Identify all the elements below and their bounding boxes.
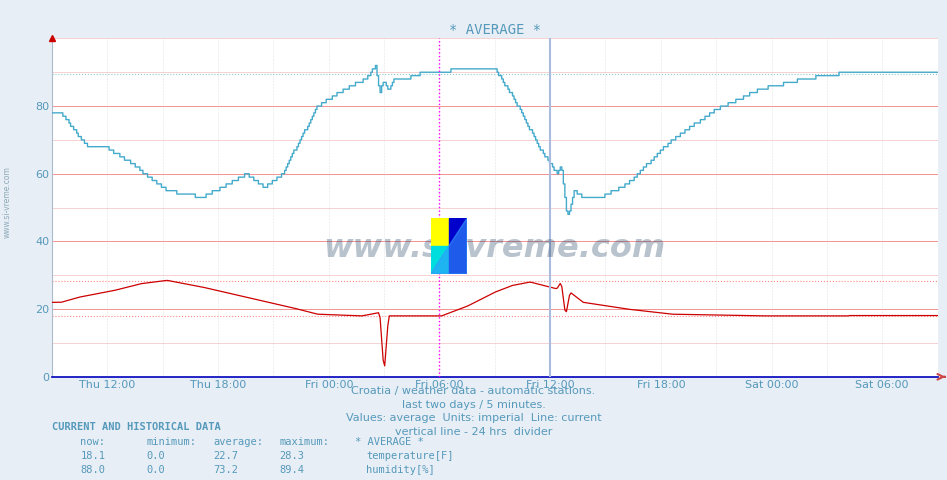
Text: 22.7: 22.7 <box>213 451 238 461</box>
Text: Values: average  Units: imperial  Line: current: Values: average Units: imperial Line: cu… <box>346 413 601 423</box>
Text: 28.3: 28.3 <box>279 451 304 461</box>
Text: now:: now: <box>80 437 105 447</box>
Text: 89.4: 89.4 <box>279 465 304 475</box>
Text: www.si-vreme.com: www.si-vreme.com <box>324 233 666 264</box>
Text: 88.0: 88.0 <box>80 465 105 475</box>
Text: last two days / 5 minutes.: last two days / 5 minutes. <box>402 400 545 410</box>
Text: humidity[%]: humidity[%] <box>366 465 436 475</box>
Text: average:: average: <box>213 437 263 447</box>
Text: temperature[F]: temperature[F] <box>366 451 454 461</box>
Text: Croatia / weather data - automatic stations.: Croatia / weather data - automatic stati… <box>351 386 596 396</box>
Polygon shape <box>431 218 467 274</box>
Text: CURRENT AND HISTORICAL DATA: CURRENT AND HISTORICAL DATA <box>52 421 221 432</box>
Text: minimum:: minimum: <box>147 437 197 447</box>
Text: 18.1: 18.1 <box>80 451 105 461</box>
Text: 73.2: 73.2 <box>213 465 238 475</box>
Polygon shape <box>449 218 467 274</box>
Text: vertical line - 24 hrs  divider: vertical line - 24 hrs divider <box>395 427 552 437</box>
Text: 0.0: 0.0 <box>147 465 166 475</box>
Title: * AVERAGE *: * AVERAGE * <box>449 23 541 37</box>
Bar <box>431 246 449 274</box>
Bar <box>431 218 449 246</box>
Text: maximum:: maximum: <box>279 437 330 447</box>
Text: * AVERAGE *: * AVERAGE * <box>355 437 424 447</box>
Text: 0.0: 0.0 <box>147 451 166 461</box>
Text: www.si-vreme.com: www.si-vreme.com <box>3 166 12 238</box>
